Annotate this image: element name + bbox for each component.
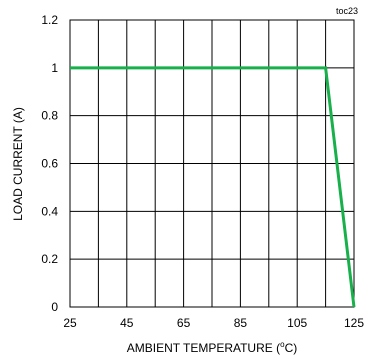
y-tick-label: 0 (51, 300, 58, 314)
y-tick-label: 1.2 (41, 13, 58, 27)
x-tick-label: 65 (177, 316, 191, 330)
x-axis-label-superscript: o (280, 340, 285, 349)
x-axis-label-main: AMBIENT TEMPERATURE ( (127, 341, 280, 355)
y-tick-label: 0.8 (41, 109, 58, 123)
x-tick-label: 125 (344, 316, 364, 330)
y-tick-label: 0.6 (41, 157, 58, 171)
plot-frame (69, 19, 355, 308)
y-tick-label: 0.4 (41, 204, 58, 218)
x-tick-label: 105 (287, 316, 307, 330)
x-axis-label: AMBIENT TEMPERATURE (oC) (127, 340, 297, 355)
x-tick-label: 85 (234, 316, 248, 330)
chart-annotation: toc23 (336, 6, 358, 16)
y-axis-label: LOAD CURRENT (A) (11, 107, 25, 221)
grid-lines (69, 19, 355, 308)
x-tick-label: 45 (120, 316, 134, 330)
x-axis-label-tail: C) (285, 341, 298, 355)
x-tick-labels: 25 45 65 85 105 125 (63, 316, 364, 330)
y-tick-label: 1 (51, 61, 58, 75)
y-tick-label: 0.2 (41, 252, 58, 266)
series-layer (69, 66, 356, 308)
x-tick-label: 25 (63, 316, 77, 330)
y-tick-labels: 0 0.2 0.4 0.6 0.8 1 1.2 (41, 13, 58, 314)
